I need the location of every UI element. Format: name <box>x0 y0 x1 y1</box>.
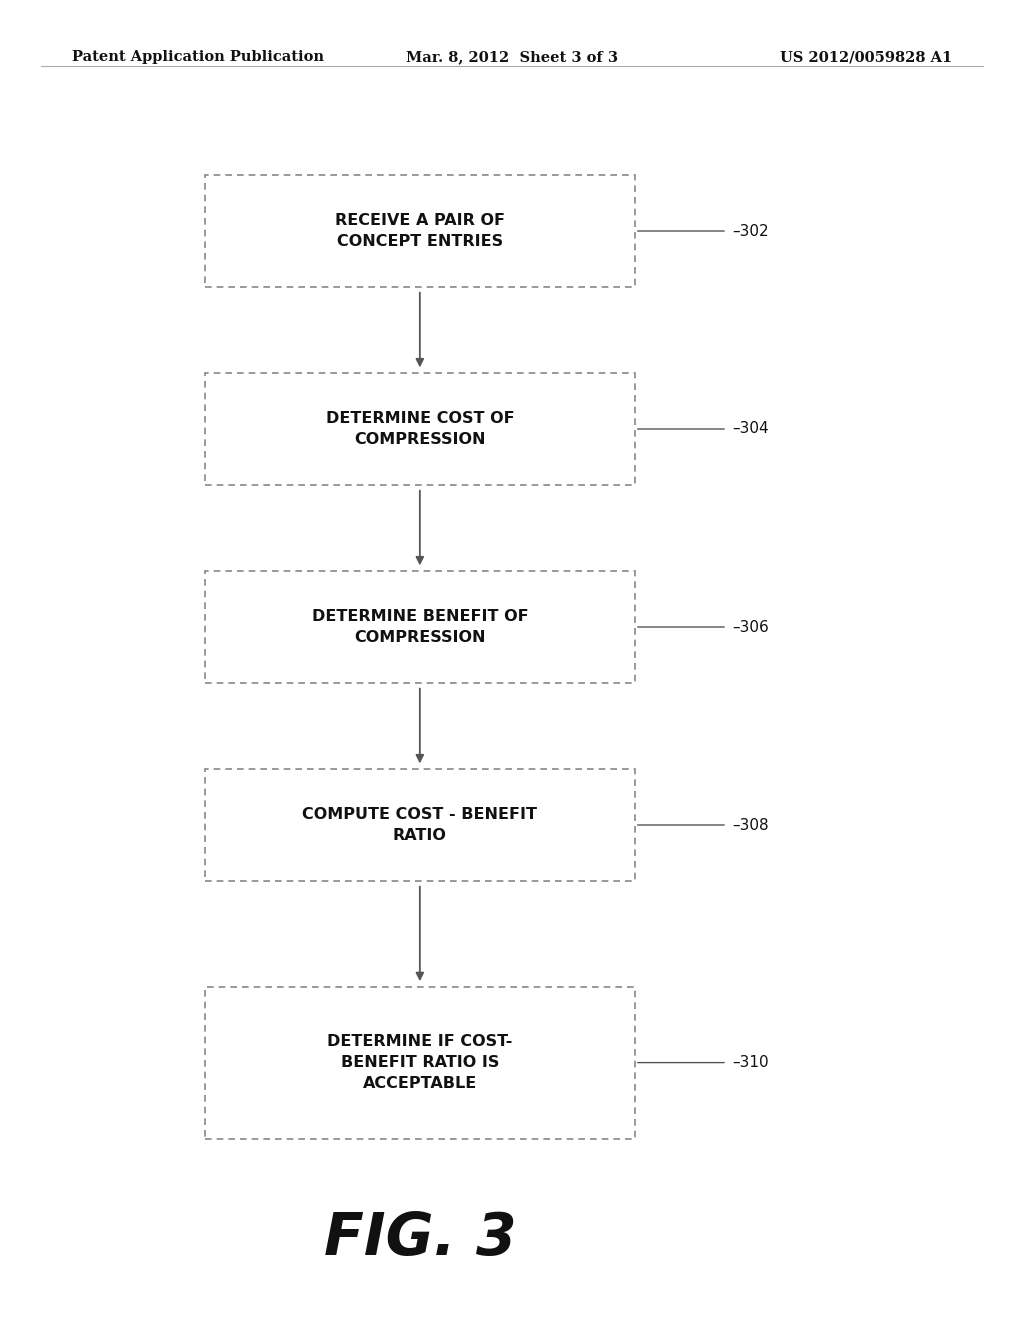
Text: DETERMINE COST OF
COMPRESSION: DETERMINE COST OF COMPRESSION <box>326 411 514 447</box>
Text: US 2012/0059828 A1: US 2012/0059828 A1 <box>780 50 952 65</box>
Text: RECEIVE A PAIR OF
CONCEPT ENTRIES: RECEIVE A PAIR OF CONCEPT ENTRIES <box>335 213 505 249</box>
Text: COMPUTE COST - BENEFIT
RATIO: COMPUTE COST - BENEFIT RATIO <box>302 807 538 843</box>
Text: FIG. 3: FIG. 3 <box>324 1209 516 1267</box>
Bar <box>205 176 635 288</box>
Text: Mar. 8, 2012  Sheet 3 of 3: Mar. 8, 2012 Sheet 3 of 3 <box>406 50 618 65</box>
Bar <box>205 570 635 682</box>
Bar <box>205 372 635 484</box>
Text: –308: –308 <box>732 817 769 833</box>
Text: Patent Application Publication: Patent Application Publication <box>72 50 324 65</box>
Bar <box>205 987 635 1138</box>
Text: –304: –304 <box>732 421 769 437</box>
Text: DETERMINE BENEFIT OF
COMPRESSION: DETERMINE BENEFIT OF COMPRESSION <box>311 609 528 645</box>
Bar <box>205 768 635 882</box>
Text: –306: –306 <box>732 619 769 635</box>
Text: –302: –302 <box>732 223 769 239</box>
Text: –310: –310 <box>732 1055 769 1071</box>
Text: DETERMINE IF COST-
BENEFIT RATIO IS
ACCEPTABLE: DETERMINE IF COST- BENEFIT RATIO IS ACCE… <box>327 1034 513 1092</box>
